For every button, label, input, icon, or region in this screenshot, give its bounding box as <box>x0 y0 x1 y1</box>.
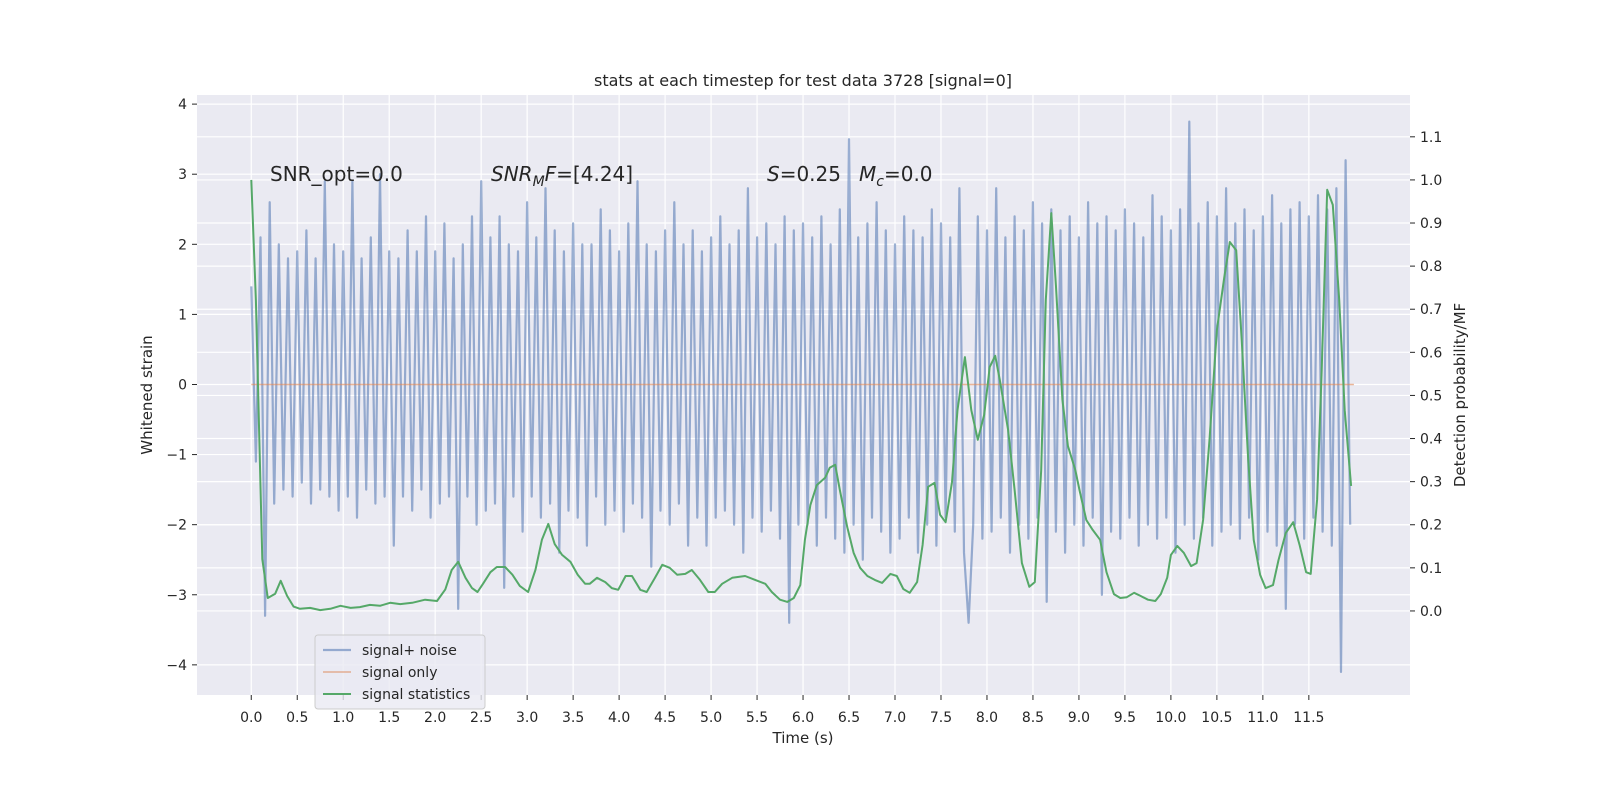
x-tick-label: 11.0 <box>1247 710 1278 726</box>
y2-axis-label: Detection probability/MF <box>1451 303 1469 487</box>
annotation-part: SNR_opt=0.0 <box>270 162 403 186</box>
y2-tick-label: 0.7 <box>1420 302 1442 318</box>
annotation-part: =0.0 <box>884 162 933 186</box>
axes: 0.0 0.5 1.0 1.5 2.0 2.5 3.0 3.5 4.0 4.5 5.0 5.5 6.0 6… <box>166 97 1442 726</box>
annotation: SNRMF=[4.24] <box>491 162 633 190</box>
x-tick-label: 2.5 <box>470 710 492 726</box>
x-tick-label: 3.5 <box>562 710 584 726</box>
annotation: SNR_opt=0.0 <box>270 162 403 186</box>
x-tick-label: 1.0 <box>332 710 354 726</box>
y2-tick-label: 0.1 <box>1420 561 1442 577</box>
annotation-part: c <box>876 174 884 190</box>
y2-tick-label: 1.1 <box>1420 130 1442 146</box>
y2-tick-label: 0.2 <box>1420 518 1442 534</box>
x-tick-label: 7.5 <box>930 710 952 726</box>
series-line <box>250 179 1353 612</box>
x-tick-label: 8.0 <box>976 710 998 726</box>
y-tick-label: 4 <box>178 97 187 113</box>
annotation-part: =[4.24] <box>556 162 633 186</box>
x-tick-label: 8.5 <box>1022 710 1044 726</box>
x-tick-label: 0.0 <box>240 710 262 726</box>
y-tick-label: 2 <box>178 237 187 253</box>
y-tick-label: −4 <box>166 658 187 674</box>
legend-box <box>314 634 486 710</box>
x-tick-label: 10.0 <box>1155 710 1186 726</box>
annotation-part: =0.25 <box>780 162 841 186</box>
y2-tick-label: 1.0 <box>1420 173 1442 189</box>
annotation-part: F <box>545 162 557 186</box>
annotation-part: M <box>533 174 545 190</box>
x-tick-label: 11.5 <box>1293 710 1324 726</box>
y-tick-label: −3 <box>166 588 187 604</box>
series-line <box>250 120 1352 673</box>
y-tick-label: −1 <box>166 448 187 464</box>
x-tick-label: 9.5 <box>1114 710 1136 726</box>
x-tick-label: 6.0 <box>792 710 814 726</box>
x-tick-label: 9.0 <box>1068 710 1090 726</box>
x-tick-label: 4.5 <box>654 710 676 726</box>
marks <box>250 120 1354 673</box>
y2-tick-label: 0.9 <box>1420 216 1442 232</box>
annotation-part: M <box>859 162 876 186</box>
x-tick-label: 4.0 <box>608 710 630 726</box>
x-tick-label: 10.5 <box>1201 710 1232 726</box>
y2-tick-label: 0.0 <box>1420 604 1442 620</box>
annotation-part: S <box>767 162 780 186</box>
x-tick-label: 5.5 <box>746 710 768 726</box>
y-tick-label: 1 <box>178 307 187 323</box>
x-tick-label: 6.5 <box>838 710 860 726</box>
legend-label: signal statistics <box>362 687 470 703</box>
chart-title: stats at each timestep for test data 372… <box>594 71 1012 90</box>
y2-tick-label: 0.3 <box>1420 475 1442 491</box>
y2-tick-label: 0.6 <box>1420 345 1442 361</box>
x-tick-label: 2.0 <box>424 710 446 726</box>
y2-tick-label: 0.8 <box>1420 259 1442 275</box>
x-tick-label: 7.0 <box>884 710 906 726</box>
x-tick-label: 5.0 <box>700 710 722 726</box>
annotation: S=0.25 <box>767 162 841 186</box>
legend-label: signal only <box>362 665 437 681</box>
y-tick-label: 3 <box>178 167 187 183</box>
x-tick-label: 3.0 <box>516 710 538 726</box>
x-tick-label: 0.5 <box>286 710 308 726</box>
y-axis-label: Whitened strain <box>138 335 156 454</box>
y2-tick-label: 0.5 <box>1420 388 1442 404</box>
annotation-part: SNR <box>491 162 533 186</box>
x-axis-label: Time (s) <box>772 729 834 747</box>
x-tick-label: 1.5 <box>378 710 400 726</box>
y-tick-label: −2 <box>166 518 187 534</box>
y2-tick-label: 0.4 <box>1420 432 1442 448</box>
legend-label: signal+ noise <box>362 643 457 659</box>
annotation: Mc=0.0 <box>859 162 933 190</box>
y-tick-label: 0 <box>178 377 187 393</box>
